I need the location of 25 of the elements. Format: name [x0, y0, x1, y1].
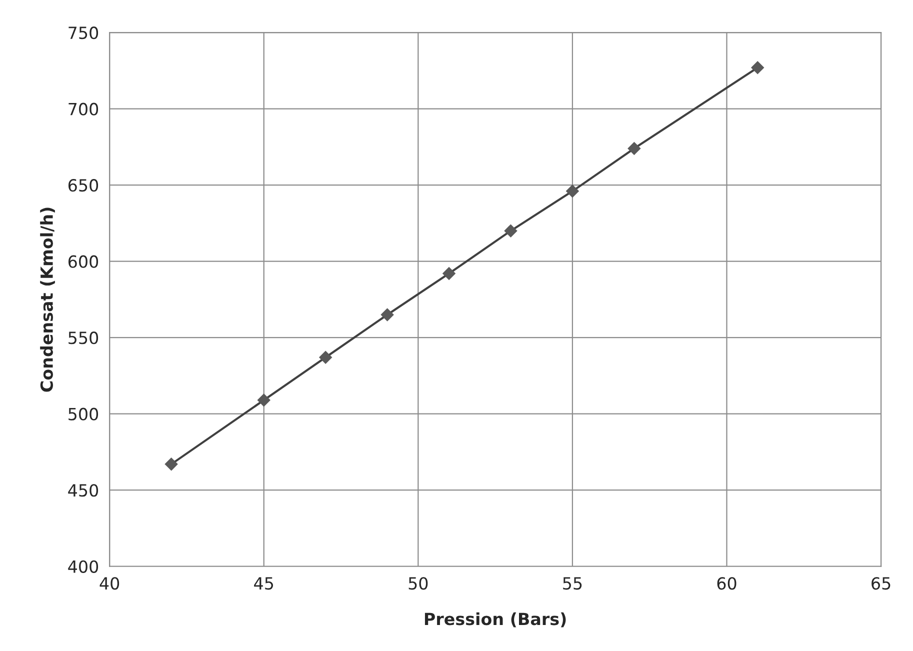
point: [504, 224, 518, 238]
point: [628, 142, 641, 155]
point: [319, 351, 332, 364]
point: [257, 394, 270, 407]
x-axis-title: Pression (Bars): [424, 612, 566, 628]
point: [442, 267, 456, 280]
y-tick-label: 500: [68, 408, 98, 420]
point: [566, 184, 579, 198]
x-tick-label: 40: [100, 577, 120, 590]
y-tick-label: 450: [68, 484, 98, 497]
point: [380, 308, 394, 322]
y-tick-label: 550: [68, 332, 98, 344]
y-tick-label: 700: [68, 102, 98, 116]
x-tick-label: 55: [563, 577, 582, 590]
point: [164, 458, 178, 471]
x-tick-label: 45: [254, 577, 274, 590]
point: [751, 61, 764, 74]
y-tick-label: 400: [68, 560, 98, 573]
y-tick-label: 750: [68, 26, 98, 40]
x-tick-label: 60: [717, 577, 736, 590]
x-tick-label: 65: [872, 577, 890, 590]
y-tick-label: 600: [68, 255, 98, 268]
x-tick-label: 50: [408, 577, 428, 590]
y-axis-title: Condensat (Kmol/h): [40, 208, 55, 392]
y-tick-label: 650: [68, 179, 98, 192]
